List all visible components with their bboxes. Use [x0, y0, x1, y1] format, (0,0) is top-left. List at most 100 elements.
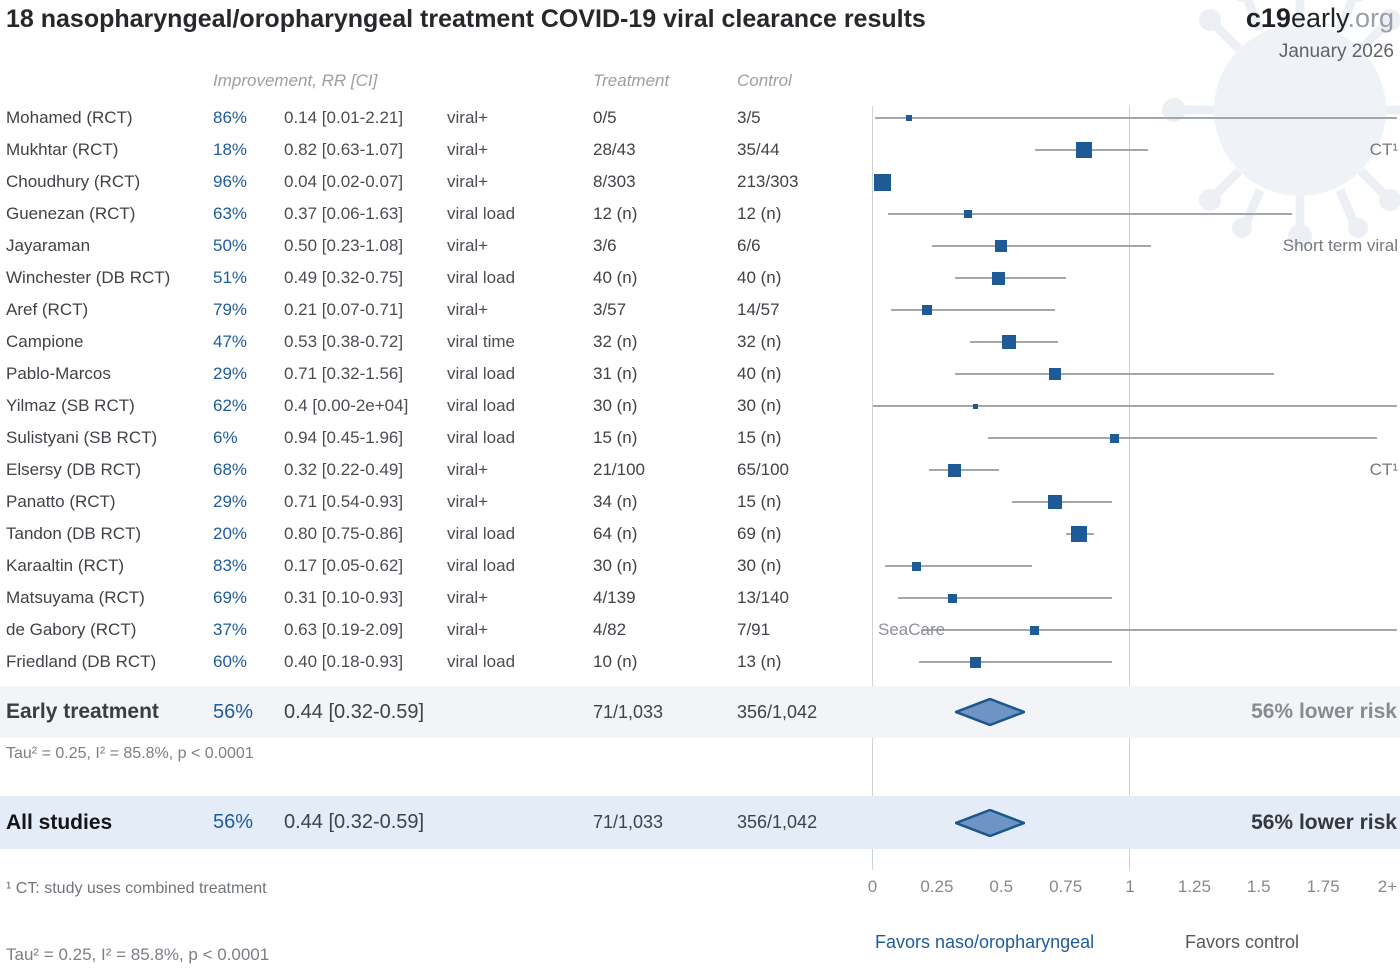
ci-line: [873, 405, 1397, 407]
study-rr-ci: 0.53 [0.38-0.72]: [284, 332, 404, 351]
study-name: Matsuyama (RCT): [6, 588, 145, 607]
favors-control-label: Favors control: [1185, 932, 1300, 952]
study-outcome: viral load: [447, 204, 516, 223]
study-control-count: 40 (n): [737, 364, 782, 383]
study-name: Pablo-Marcos: [6, 364, 111, 383]
study-rr-ci: 0.49 [0.32-0.75]: [284, 268, 404, 287]
summary-row-all-studies: All studies 56% 0.44 [0.32-0.59] 71/1,03…: [0, 796, 1400, 849]
study-treatment-count: 4/139: [593, 588, 636, 607]
study-treatment-count: 21/100: [593, 460, 645, 479]
effect-marker: [947, 593, 957, 603]
study-rr-ci: 0.14 [0.01-2.21]: [284, 108, 404, 127]
effect-marker: [995, 240, 1008, 252]
favors-treatment-label: Favors naso/oropharyngeal: [875, 932, 1095, 952]
table-row: Mukhtar (RCT) 18% 0.82 [0.63-1.07] viral…: [0, 134, 1400, 166]
summary-label: All studies: [6, 811, 113, 834]
x-axis-tick: 1.25: [1177, 877, 1211, 896]
table-row: Matsuyama (RCT) 69% 0.31 [0.10-0.93] vir…: [0, 582, 1400, 614]
study-name: Sulistyani (SB RCT): [6, 428, 158, 447]
study-improvement: 37%: [213, 620, 248, 639]
study-name: Tandon (DB RCT): [6, 524, 142, 543]
pooled-effect-diamond: [955, 809, 1025, 837]
effect-marker: [1049, 368, 1062, 380]
study-improvement: 86%: [213, 108, 248, 127]
ci-line: [929, 469, 999, 471]
study-annotation: SeaCare: [878, 620, 946, 639]
study-rr-ci: 0.37 [0.06-1.63]: [284, 204, 404, 223]
table-row: Elsersy (DB RCT) 68% 0.32 [0.22-0.49] vi…: [0, 454, 1400, 486]
study-control-count: 3/5: [737, 108, 761, 127]
study-control-count: 6/6: [737, 236, 761, 255]
table-row: Choudhury (RCT) 96% 0.04 [0.02-0.07] vir…: [0, 166, 1400, 198]
logo-org: .org: [1347, 3, 1394, 33]
effect-marker: [948, 463, 962, 477]
study-rr-ci: 0.71 [0.32-1.56]: [284, 364, 404, 383]
summary-improvement: 56%: [213, 701, 254, 723]
table-row: Karaaltin (RCT) 83% 0.17 [0.05-0.62] vir…: [0, 550, 1400, 582]
summary-treatment-count: 71/1,033: [593, 702, 664, 722]
page-title: 18 nasopharyngeal/oropharyngeal treatmen…: [6, 5, 926, 33]
study-improvement: 69%: [213, 588, 248, 607]
study-rr-ci: 0.4 [0.00-2e+04]: [284, 396, 409, 415]
summary-rr-ci: 0.44 [0.32-0.59]: [284, 701, 425, 723]
effect-marker: [1001, 335, 1016, 349]
effect-marker: [874, 173, 892, 191]
summary-effect: 56% lower risk: [1251, 700, 1397, 723]
study-outcome: viral+: [447, 588, 489, 607]
x-axis-tick: 1.5: [1246, 877, 1271, 896]
study-outcome: viral+: [447, 492, 489, 511]
study-rr-ci: 0.31 [0.10-0.93]: [284, 588, 404, 607]
study-control-count: 69 (n): [737, 524, 782, 543]
study-treatment-count: 8/303: [593, 172, 636, 191]
study-name: Elsersy (DB RCT): [6, 460, 142, 479]
study-improvement: 29%: [213, 364, 248, 383]
study-name: Campione: [6, 332, 84, 351]
study-name: de Gabory (RCT): [6, 620, 137, 639]
ci-line: [931, 245, 1151, 247]
study-control-count: 14/57: [737, 300, 780, 319]
effect-marker: [905, 115, 912, 121]
study-improvement: 83%: [213, 556, 248, 575]
column-header-control: Control: [737, 71, 792, 90]
study-name: Choudhury (RCT): [6, 172, 141, 191]
study-name: Karaaltin (RCT): [6, 556, 125, 575]
summary-improvement: 56%: [213, 811, 254, 833]
study-rr-ci: 0.17 [0.05-0.62]: [284, 556, 404, 575]
effect-marker: [973, 403, 978, 409]
study-improvement: 60%: [213, 652, 248, 671]
study-treatment-count: 15 (n): [593, 428, 638, 447]
study-outcome: viral+: [447, 236, 489, 255]
pooled-effect-diamond: [955, 698, 1025, 726]
ci-line: [918, 661, 1112, 663]
effect-marker: [911, 561, 921, 571]
study-control-count: 30 (n): [737, 396, 782, 415]
study-rr-ci: 0.82 [0.63-1.07]: [284, 140, 404, 159]
study-control-count: 15 (n): [737, 428, 782, 447]
study-outcome: viral load: [447, 524, 516, 543]
table-row: Jayaraman 50% 0.50 [0.23-1.08] viral+ 3/…: [0, 230, 1400, 262]
x-axis-tick: 1.75: [1306, 877, 1340, 896]
study-control-count: 65/100: [737, 460, 789, 479]
study-outcome: viral+: [447, 108, 489, 127]
study-outcome: viral load: [447, 268, 516, 287]
ci-line: [988, 437, 1378, 439]
ct-footnote: ¹ CT: study uses combined treatment: [6, 880, 267, 897]
effect-marker: [992, 271, 1006, 285]
study-control-count: 15 (n): [737, 492, 782, 511]
gridline-rr-1: [1129, 106, 1130, 870]
study-annotation: Short term viral: [1282, 236, 1398, 255]
effect-marker: [1110, 433, 1120, 443]
ci-line: [898, 597, 1112, 599]
study-outcome: viral+: [447, 300, 489, 319]
table-row: Tandon (DB RCT) 20% 0.80 [0.75-0.86] vir…: [0, 518, 1400, 550]
effect-marker: [921, 305, 932, 315]
study-outcome: viral time: [447, 332, 516, 351]
study-improvement: 6%: [213, 428, 238, 447]
study-outcome: viral load: [447, 396, 516, 415]
site-logo[interactable]: c19early.org: [1246, 3, 1394, 34]
study-rr-ci: 0.04 [0.02-0.07]: [284, 172, 404, 191]
study-outcome: viral+: [447, 172, 489, 191]
study-improvement: 96%: [213, 172, 248, 191]
study-improvement: 79%: [213, 300, 248, 319]
